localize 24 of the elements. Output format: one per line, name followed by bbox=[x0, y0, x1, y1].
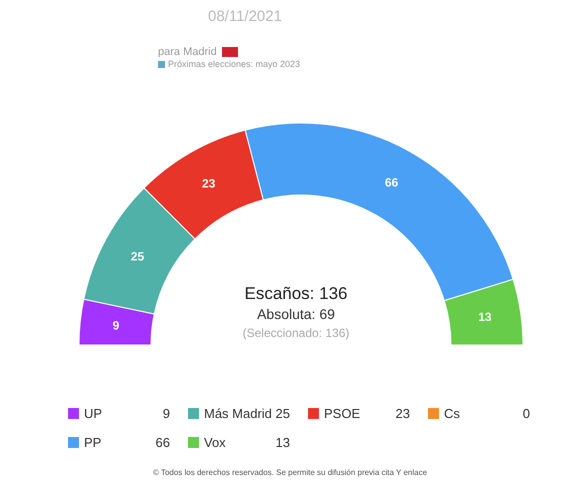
text: 9 bbox=[162, 406, 170, 421]
legend-label: PSOE bbox=[324, 406, 360, 421]
text: Escaños: 136 bbox=[243, 284, 348, 304]
legend-label: Más Madrid bbox=[204, 406, 272, 421]
legend-label: UP bbox=[84, 406, 102, 421]
legend-label: Cs bbox=[444, 406, 460, 421]
data-label: 23 bbox=[202, 176, 216, 191]
text: (Seleccionado: 136) bbox=[242, 326, 350, 340]
legend-label: Vox bbox=[204, 435, 226, 450]
text: Absoluta: 69 bbox=[257, 306, 335, 322]
text: 23 bbox=[396, 406, 410, 421]
text: 13 bbox=[276, 435, 290, 450]
data-label: 25 bbox=[130, 249, 144, 264]
data-label: 9 bbox=[112, 318, 120, 333]
text: Próximas elecciones: mayo 2023 bbox=[168, 59, 300, 69]
data-label: 13 bbox=[478, 310, 492, 324]
text: 25 bbox=[276, 406, 290, 421]
data-label: 66 bbox=[384, 176, 399, 190]
chart-subtitle: para Madrid bbox=[158, 46, 217, 58]
text: 0 bbox=[522, 406, 530, 421]
text: 66 bbox=[156, 435, 170, 450]
text: © Todos los derechos reservados. Se permite su difusión previa cita Y enlace bbox=[152, 468, 428, 477]
legend-label: PP bbox=[84, 435, 102, 450]
chart-title: 08/11/2021 bbox=[208, 8, 282, 25]
